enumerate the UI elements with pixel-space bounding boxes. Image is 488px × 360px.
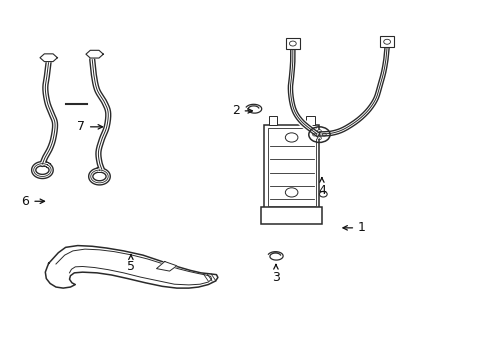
Bar	[285, 38, 300, 49]
Bar	[379, 36, 393, 47]
Bar	[267, 128, 315, 206]
Text: 1: 1	[342, 221, 365, 234]
Polygon shape	[86, 50, 103, 58]
Text: 6: 6	[21, 195, 44, 208]
Text: 3: 3	[271, 265, 279, 284]
Polygon shape	[40, 54, 57, 62]
Bar	[268, 116, 277, 125]
Bar	[264, 125, 319, 208]
FancyBboxPatch shape	[261, 207, 321, 224]
Text: 5: 5	[126, 255, 135, 273]
Polygon shape	[156, 261, 177, 271]
Text: 4: 4	[317, 178, 325, 197]
Bar	[305, 116, 314, 125]
Text: 7: 7	[77, 120, 102, 133]
Polygon shape	[45, 246, 218, 288]
Text: 2: 2	[231, 104, 252, 117]
